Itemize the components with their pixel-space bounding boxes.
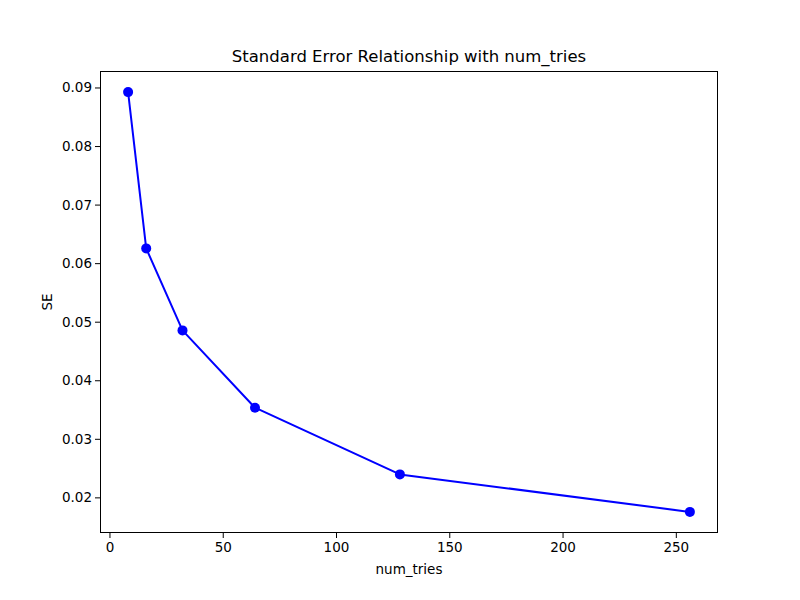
x-tick-label: 250 — [663, 539, 689, 555]
y-tick-label: 0.05 — [62, 314, 92, 330]
x-tick-label: 0 — [106, 539, 115, 555]
y-tick-label: 0.03 — [62, 431, 92, 447]
data-point-marker — [395, 469, 405, 479]
y-tick-label: 0.08 — [62, 138, 92, 154]
x-axis-label: num_tries — [0, 561, 800, 577]
x-tick-label: 200 — [550, 539, 576, 555]
y-tick-label: 0.02 — [62, 489, 92, 505]
y-tick-label: 0.09 — [62, 79, 92, 95]
data-point-marker — [685, 507, 695, 517]
x-tick-label: 50 — [215, 539, 232, 555]
data-point-marker — [178, 325, 188, 335]
x-tick-label: 100 — [324, 539, 350, 555]
chart-title: Standard Error Relationship with num_tri… — [0, 47, 800, 66]
y-tick-label: 0.06 — [62, 255, 92, 271]
data-point-marker — [250, 403, 260, 413]
plot-canvas: 0 50 100 150 200 250 0.02 0.03 0.04 0.05 0.06 0.07 0… — [0, 0, 800, 600]
y-axis-label: SE — [39, 293, 55, 310]
figure: 0 50 100 150 200 250 0.02 0.03 0.04 0.05 0.06 0.07 0… — [0, 0, 800, 600]
y-tick-label: 0.07 — [62, 197, 92, 213]
axes-background — [100, 71, 718, 533]
data-point-marker — [141, 243, 151, 253]
y-tick-label: 0.04 — [62, 372, 92, 388]
data-point-marker — [123, 87, 133, 97]
x-tick-label: 150 — [437, 539, 463, 555]
